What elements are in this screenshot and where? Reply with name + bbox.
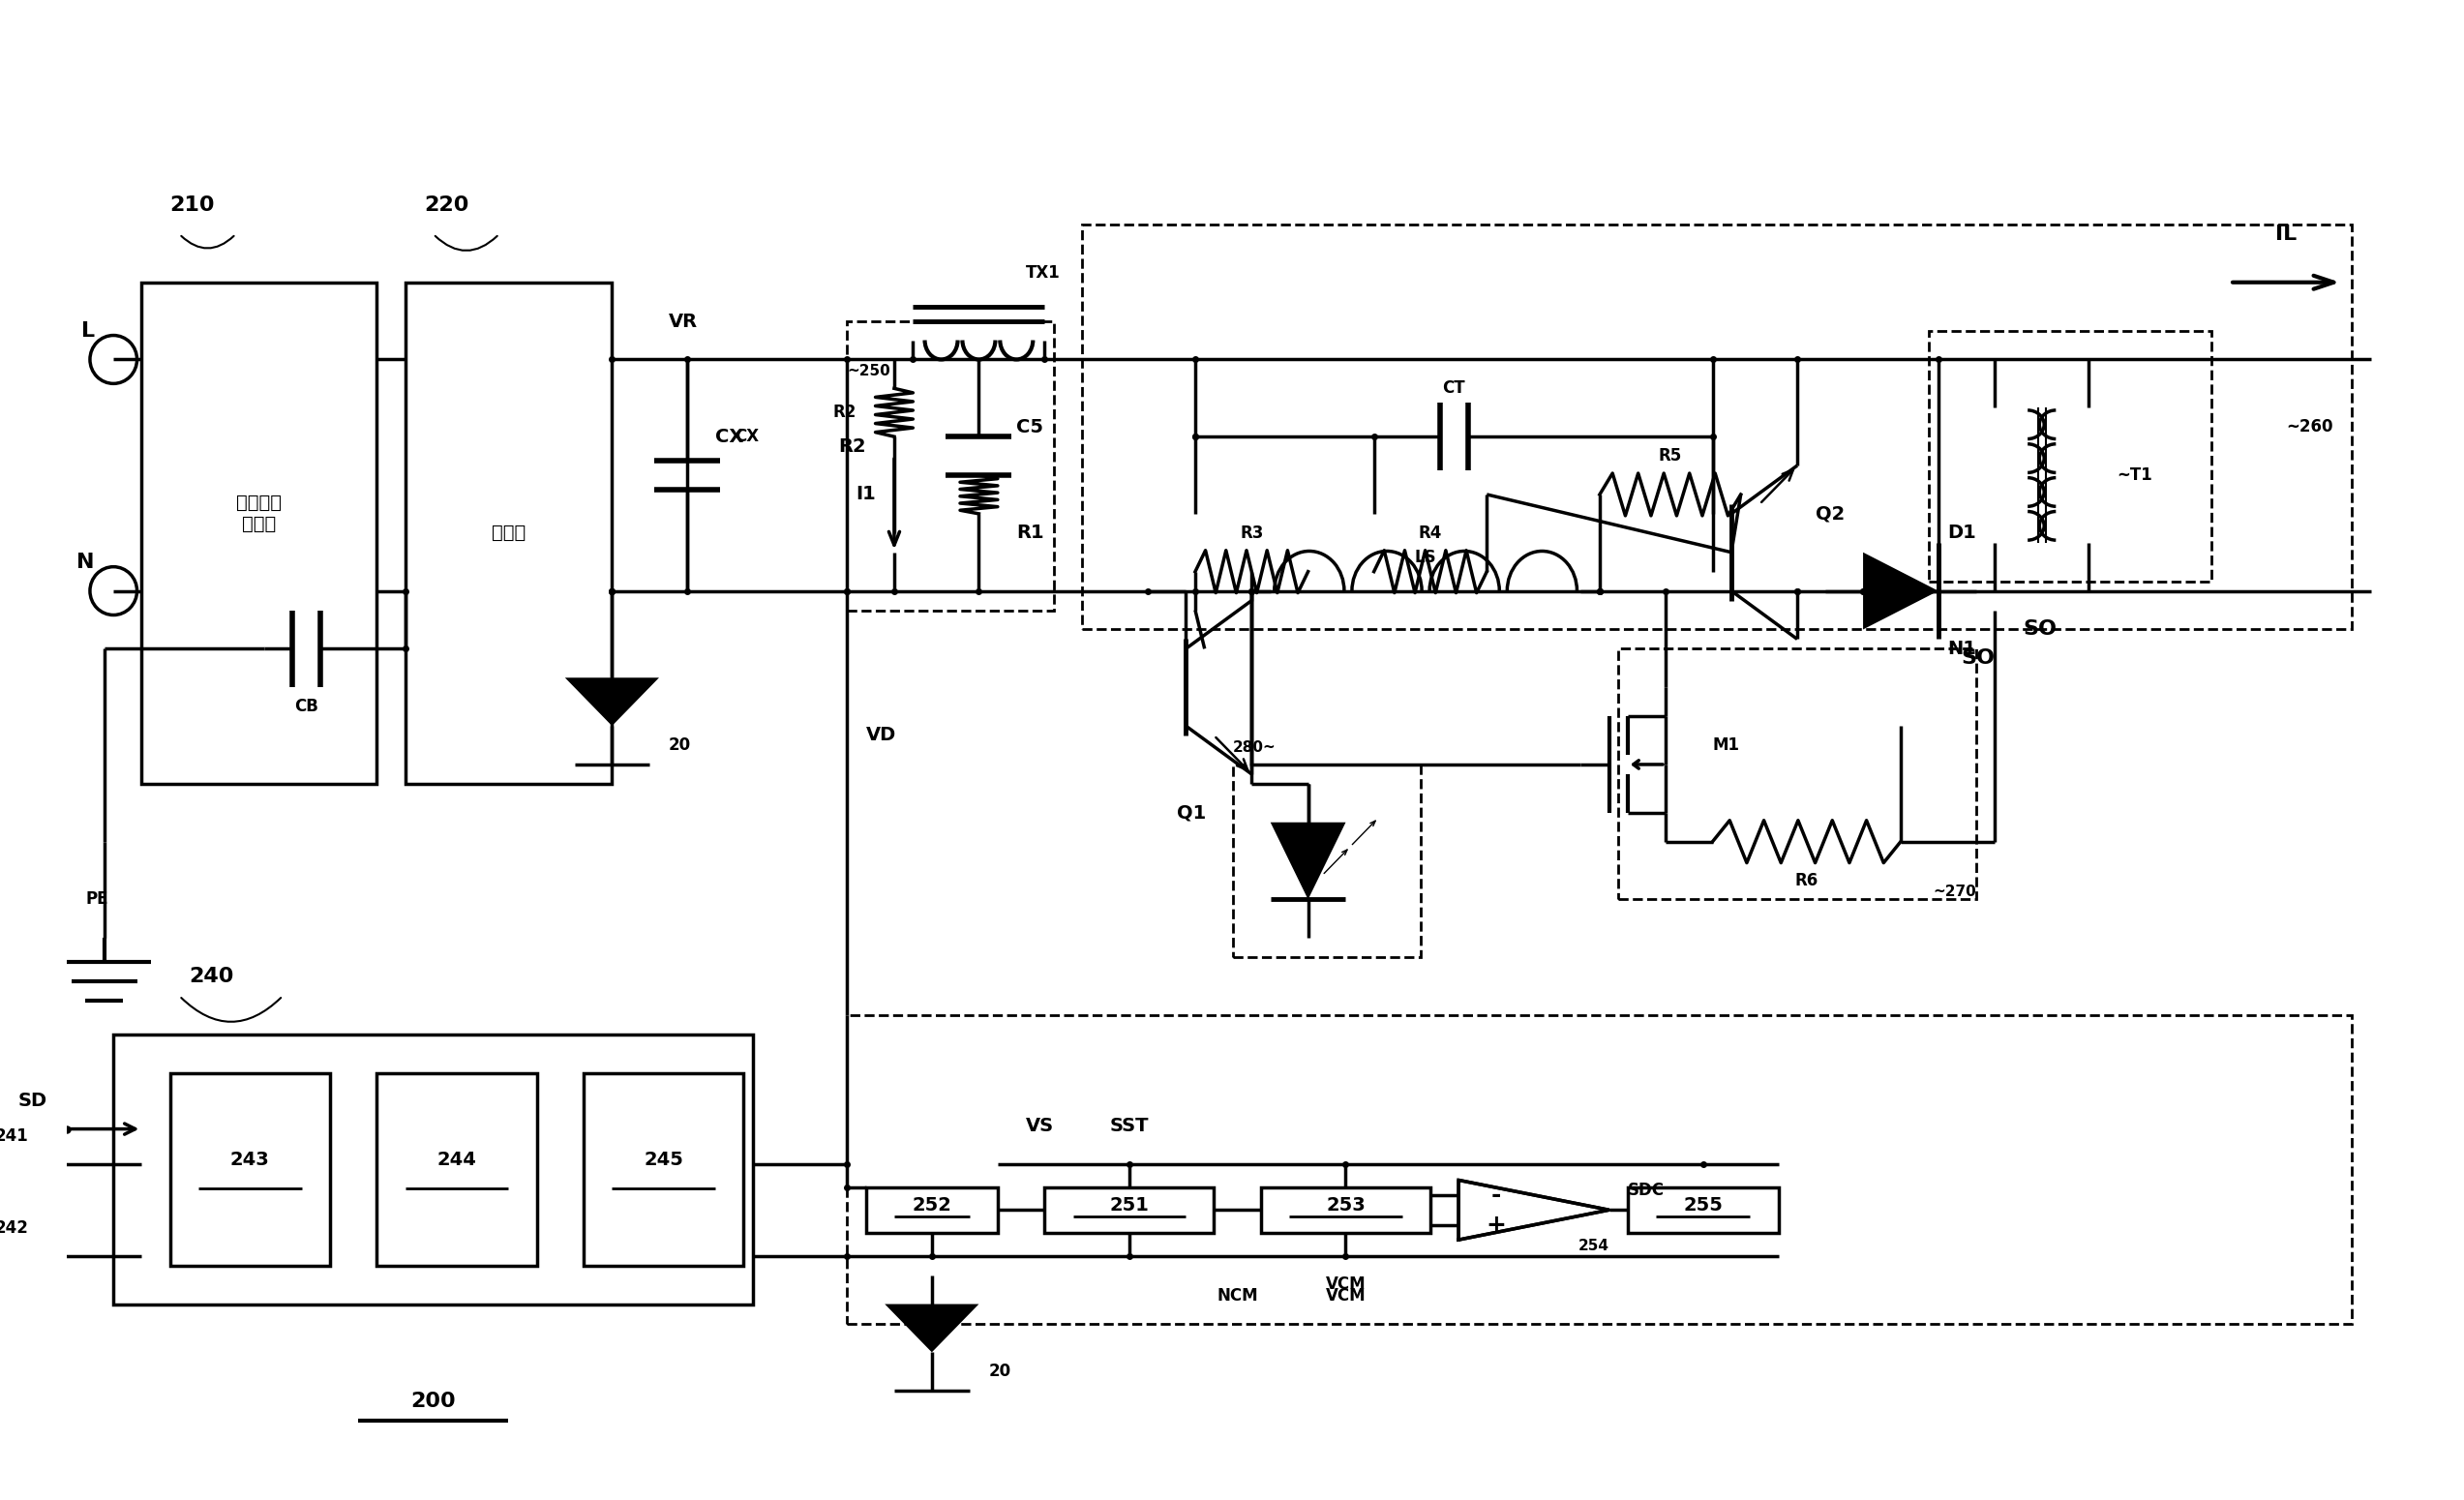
Text: R1: R1 bbox=[1018, 524, 1045, 542]
Text: ~260: ~260 bbox=[2287, 419, 2333, 435]
Bar bbox=[584, 1072, 744, 1266]
Text: CX: CX bbox=[715, 427, 744, 446]
Text: R2: R2 bbox=[838, 436, 865, 456]
Polygon shape bbox=[1459, 1181, 1609, 1240]
Text: ~250: ~250 bbox=[848, 364, 890, 380]
Text: 20: 20 bbox=[668, 736, 690, 754]
Text: +: + bbox=[1486, 1214, 1506, 1236]
Bar bbox=[1262, 1186, 1432, 1233]
Text: 241: 241 bbox=[0, 1128, 30, 1144]
Polygon shape bbox=[885, 1304, 978, 1353]
Text: VS: VS bbox=[1025, 1116, 1055, 1136]
Polygon shape bbox=[1271, 822, 1345, 900]
Bar bbox=[377, 1072, 537, 1266]
Text: I1: I1 bbox=[855, 486, 875, 504]
Text: 280~: 280~ bbox=[1232, 741, 1276, 755]
Text: VCM: VCM bbox=[1326, 1275, 1365, 1293]
Text: 200: 200 bbox=[411, 1391, 456, 1410]
Text: R3: R3 bbox=[1239, 525, 1264, 542]
Bar bbox=[170, 1072, 330, 1266]
Text: LS: LS bbox=[1414, 549, 1437, 566]
Text: N: N bbox=[76, 552, 94, 572]
Text: 251: 251 bbox=[1109, 1196, 1148, 1215]
Text: D1: D1 bbox=[1947, 524, 1976, 542]
Bar bbox=[1082, 225, 2353, 630]
Text: N1: N1 bbox=[1947, 639, 1976, 658]
Text: 252: 252 bbox=[912, 1196, 951, 1215]
Bar bbox=[1619, 650, 1976, 900]
Bar bbox=[848, 321, 1055, 610]
Text: 电磁干扰
滤波器: 电磁干扰 滤波器 bbox=[237, 494, 281, 534]
Text: IL: IL bbox=[2277, 225, 2296, 244]
Text: R2: R2 bbox=[833, 404, 857, 422]
Bar bbox=[1045, 1186, 1215, 1233]
Text: 244: 244 bbox=[436, 1151, 476, 1168]
Text: SO: SO bbox=[1961, 650, 1996, 668]
Text: ~270: ~270 bbox=[1932, 885, 1976, 900]
Text: 254: 254 bbox=[1577, 1239, 1609, 1254]
Text: CT: CT bbox=[1441, 380, 1466, 398]
Text: L: L bbox=[81, 321, 94, 341]
Text: R6: R6 bbox=[1794, 872, 1818, 890]
Bar bbox=[113, 1035, 754, 1305]
Text: VR: VR bbox=[668, 312, 697, 330]
Text: SST: SST bbox=[1109, 1116, 1148, 1136]
Bar bbox=[865, 1186, 998, 1233]
Text: R4: R4 bbox=[1419, 525, 1441, 542]
Text: M1: M1 bbox=[1712, 736, 1740, 754]
Text: VD: VD bbox=[865, 726, 897, 744]
Bar bbox=[848, 1016, 2353, 1323]
Text: CB: CB bbox=[293, 698, 318, 715]
Polygon shape bbox=[1863, 552, 1939, 630]
Bar bbox=[143, 282, 377, 783]
Text: -: - bbox=[1491, 1184, 1501, 1206]
Bar bbox=[1929, 330, 2210, 582]
Bar bbox=[1629, 1186, 1779, 1233]
Text: SD: SD bbox=[17, 1092, 47, 1110]
Text: 242: 242 bbox=[0, 1220, 30, 1236]
Text: C5: C5 bbox=[1018, 419, 1045, 436]
Text: SDC: SDC bbox=[1629, 1182, 1666, 1200]
Bar bbox=[404, 282, 611, 783]
Text: 245: 245 bbox=[643, 1151, 683, 1168]
Polygon shape bbox=[564, 678, 658, 726]
Text: R5: R5 bbox=[1658, 447, 1683, 465]
Text: ~T1: ~T1 bbox=[2117, 466, 2154, 485]
Text: 整流器: 整流器 bbox=[490, 524, 525, 542]
Text: Q2: Q2 bbox=[1816, 504, 1846, 524]
Text: 240: 240 bbox=[190, 968, 234, 986]
Text: 243: 243 bbox=[229, 1151, 269, 1168]
Text: NCM: NCM bbox=[1217, 1287, 1259, 1305]
Text: 210: 210 bbox=[170, 195, 214, 214]
Text: CX: CX bbox=[734, 427, 759, 446]
Text: SO: SO bbox=[2023, 620, 2057, 639]
Bar bbox=[1232, 765, 1422, 957]
Text: 20: 20 bbox=[988, 1364, 1010, 1380]
Text: VCM: VCM bbox=[1326, 1287, 1365, 1305]
Text: PE: PE bbox=[86, 891, 108, 908]
Text: 220: 220 bbox=[424, 195, 468, 214]
Text: 253: 253 bbox=[1326, 1196, 1365, 1215]
Text: TX1: TX1 bbox=[1025, 264, 1060, 282]
Text: Q1: Q1 bbox=[1175, 804, 1205, 822]
Text: 255: 255 bbox=[1683, 1196, 1722, 1215]
